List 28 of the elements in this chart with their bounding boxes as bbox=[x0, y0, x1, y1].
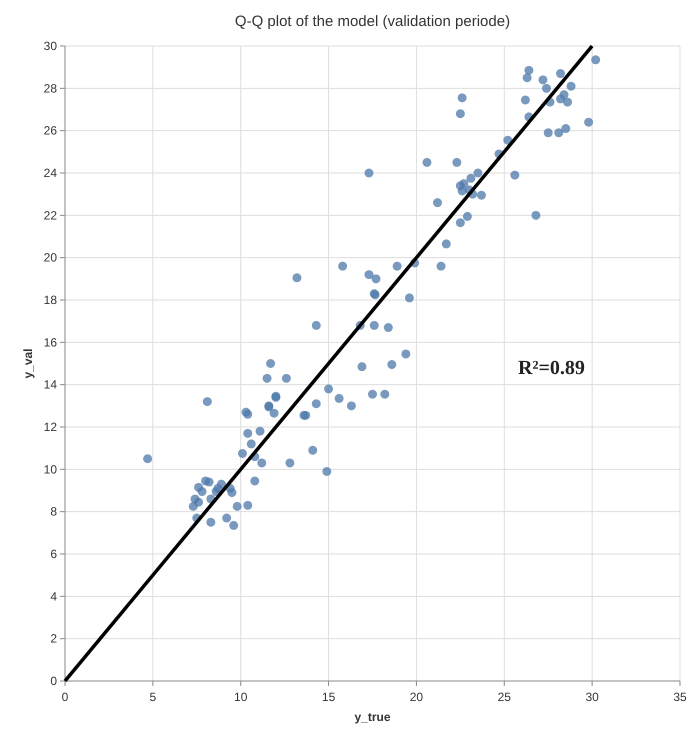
y-tick-label: 8 bbox=[50, 504, 58, 519]
x-tick-label: 10 bbox=[234, 690, 248, 704]
x-tick-label: 35 bbox=[673, 690, 687, 704]
y-tick-label: 20 bbox=[44, 250, 58, 265]
y-tick-label: 10 bbox=[44, 462, 58, 476]
x-tick-label: 25 bbox=[498, 690, 512, 704]
y-tick-label: 4 bbox=[50, 589, 58, 604]
y-axis-title: y_val bbox=[21, 348, 35, 379]
y-tick-label: 12 bbox=[44, 420, 58, 434]
x-tick-label: 5 bbox=[150, 690, 157, 704]
x-tick-label: 0 bbox=[62, 690, 69, 704]
y-tick-label: 26 bbox=[44, 124, 58, 138]
y-tick-label: 14 bbox=[44, 378, 58, 392]
x-tick-label: 15 bbox=[322, 690, 336, 704]
annotation: R²=0.89 bbox=[518, 357, 585, 379]
y-tick-label: 6 bbox=[50, 547, 58, 561]
chart-title: Q-Q plot of the model (validation periode) bbox=[234, 13, 510, 30]
x-tick-label: 30 bbox=[585, 690, 600, 704]
y-tick-label: 28 bbox=[44, 81, 58, 96]
y-tick-label: 18 bbox=[44, 293, 58, 307]
x-axis-title: y_true bbox=[354, 710, 391, 724]
y-tick-label: 24 bbox=[44, 166, 58, 180]
y-tick-label: 30 bbox=[44, 39, 58, 53]
y-tick-label: 16 bbox=[44, 335, 58, 350]
y-tick-label: 2 bbox=[50, 632, 58, 646]
y-tick-label: 22 bbox=[44, 208, 58, 222]
x-tick-label: 20 bbox=[410, 690, 424, 704]
y-tick-label: 0 bbox=[50, 674, 58, 688]
